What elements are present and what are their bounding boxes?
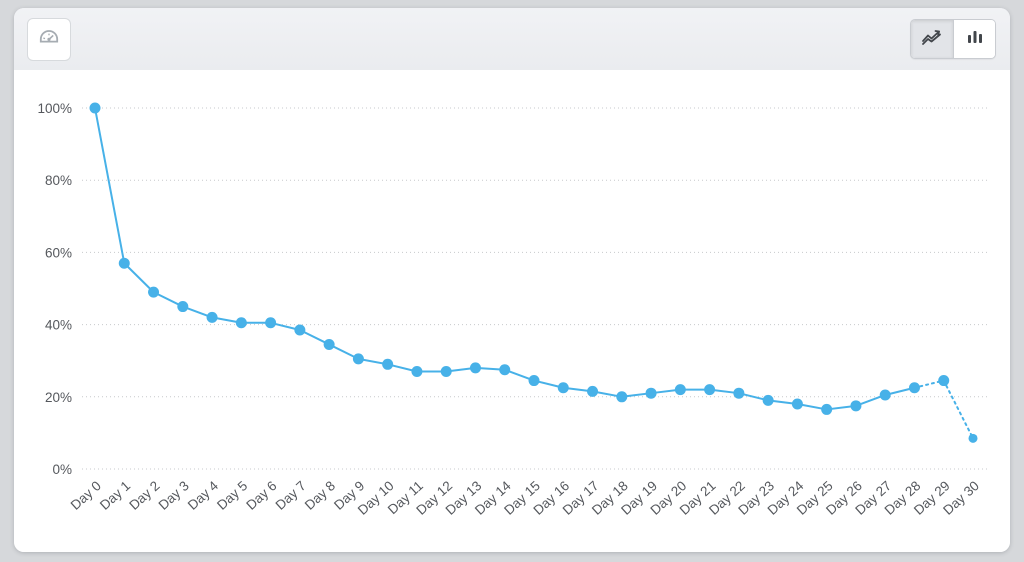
line-chart-toggle-button[interactable] [911, 20, 953, 58]
data-point-day-17[interactable] [587, 385, 599, 397]
x-axis-tick-label: Day 3 [156, 478, 192, 513]
x-axis-tick-label: Day 7 [273, 478, 309, 513]
data-point-day-19[interactable] [645, 387, 657, 399]
data-point-day-13[interactable] [469, 362, 481, 374]
x-axis-tick-label: Day 5 [214, 478, 250, 513]
data-point-day-22[interactable] [733, 387, 745, 399]
data-point-day-27[interactable] [879, 389, 891, 401]
y-axis-tick-label: 20% [45, 390, 72, 405]
data-point-day-28[interactable] [908, 382, 920, 394]
data-point-day-20[interactable] [674, 384, 686, 396]
data-point-day-2[interactable] [148, 286, 160, 298]
chart-panel: 0% 20% 40% 60% 80% 100% Day 0 Day 1 Day 2 Day 3 Da… [14, 70, 1010, 552]
y-axis-tick-label: 0% [52, 462, 72, 477]
data-point-day-1[interactable] [118, 257, 130, 269]
x-axis-tick-label: Day 8 [302, 478, 338, 513]
retention-line-solid [94, 107, 915, 411]
x-axis-tick-label: Day 6 [243, 478, 279, 513]
data-point-day-23[interactable] [762, 394, 774, 406]
y-axis-tick-label: 60% [45, 245, 72, 260]
bar-chart-icon [965, 28, 985, 51]
dashboard-button[interactable] [27, 18, 71, 61]
y-axis-tick-label: 100% [37, 101, 72, 116]
data-point-day-3[interactable] [177, 301, 189, 313]
data-point-day-25[interactable] [821, 403, 833, 415]
data-point-day-11[interactable] [411, 366, 423, 378]
gauge-icon [38, 28, 60, 51]
bar-chart-toggle-button[interactable] [953, 20, 995, 58]
data-point-day-16[interactable] [557, 382, 569, 394]
data-point-day-9[interactable] [352, 353, 364, 365]
x-axis-tick-label: Day 2 [126, 478, 162, 513]
data-point-day-24[interactable] [791, 398, 803, 410]
data-point-day-29[interactable] [938, 375, 950, 387]
data-point-day-4[interactable] [206, 311, 218, 323]
chart-type-toggle [910, 19, 996, 59]
report-toolbar [14, 8, 1010, 70]
data-point-day-0[interactable] [89, 102, 101, 114]
data-point-day-26[interactable] [850, 400, 862, 412]
data-point-day-8[interactable] [323, 338, 335, 350]
y-axis-tick-label: 40% [45, 318, 72, 333]
x-axis-tick-label: Day 1 [97, 478, 133, 513]
line-chart-icon [921, 28, 943, 51]
data-point-day-6[interactable] [265, 317, 277, 329]
data-point-day-21[interactable] [704, 384, 716, 396]
x-axis-tick-label: Day 4 [185, 478, 222, 513]
data-point-day-14[interactable] [499, 364, 511, 376]
data-point-day-10[interactable] [382, 358, 394, 370]
data-point-day-12[interactable] [440, 366, 452, 378]
y-axis-tick-label: 80% [45, 173, 72, 188]
retention-line-dotted [913, 379, 974, 440]
data-point-day-18[interactable] [616, 391, 628, 403]
data-point-day-7[interactable] [294, 324, 306, 336]
data-point-day-30[interactable] [968, 433, 978, 443]
x-axis-tick-label: Day 0 [68, 478, 104, 513]
data-point-day-15[interactable] [528, 375, 540, 387]
report-card: 0% 20% 40% 60% 80% 100% Day 0 Day 1 Day 2 Day 3 Da… [14, 8, 1010, 552]
data-point-day-5[interactable] [235, 317, 247, 329]
